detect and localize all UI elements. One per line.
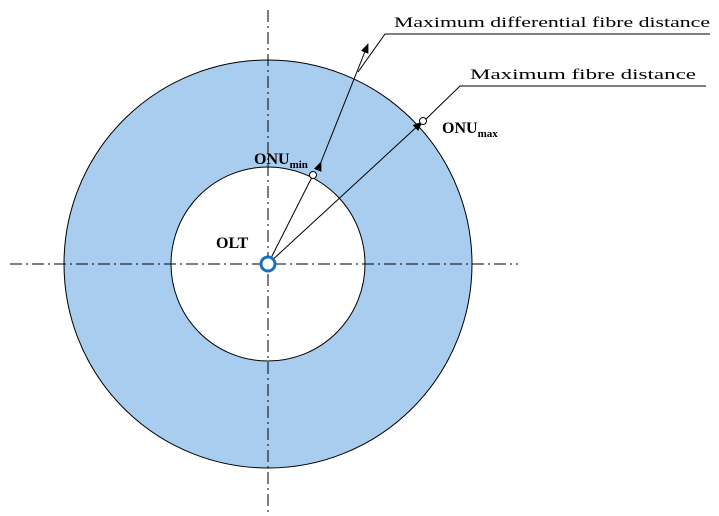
onu-min-label-main: ONU: [254, 151, 290, 168]
leader-line-max-distance: [424, 85, 706, 121]
leader-line-differential: [357, 33, 710, 73]
olt-label: OLT: [216, 235, 249, 252]
onu-min-label-subscript: min: [290, 159, 308, 171]
max-fibre-distance-label: Maximum fibre distance: [470, 67, 697, 83]
onu-min-point: [309, 171, 317, 179]
differential-distance-arrow: [313, 43, 369, 172]
onu-max-label-subscript: max: [478, 128, 499, 140]
onu-max-label-main: ONU: [442, 120, 478, 137]
onu-max-point: [419, 117, 427, 125]
radial-line-onu-max: [267, 121, 423, 265]
onu-min-label: ONUmin: [254, 151, 308, 171]
olt-marker-icon: [259, 255, 277, 273]
max-differential-distance-label: Maximum differential fibre distance: [394, 15, 710, 31]
radial-line-onu-min: [267, 174, 314, 265]
onu-max-label: ONUmax: [442, 120, 498, 140]
